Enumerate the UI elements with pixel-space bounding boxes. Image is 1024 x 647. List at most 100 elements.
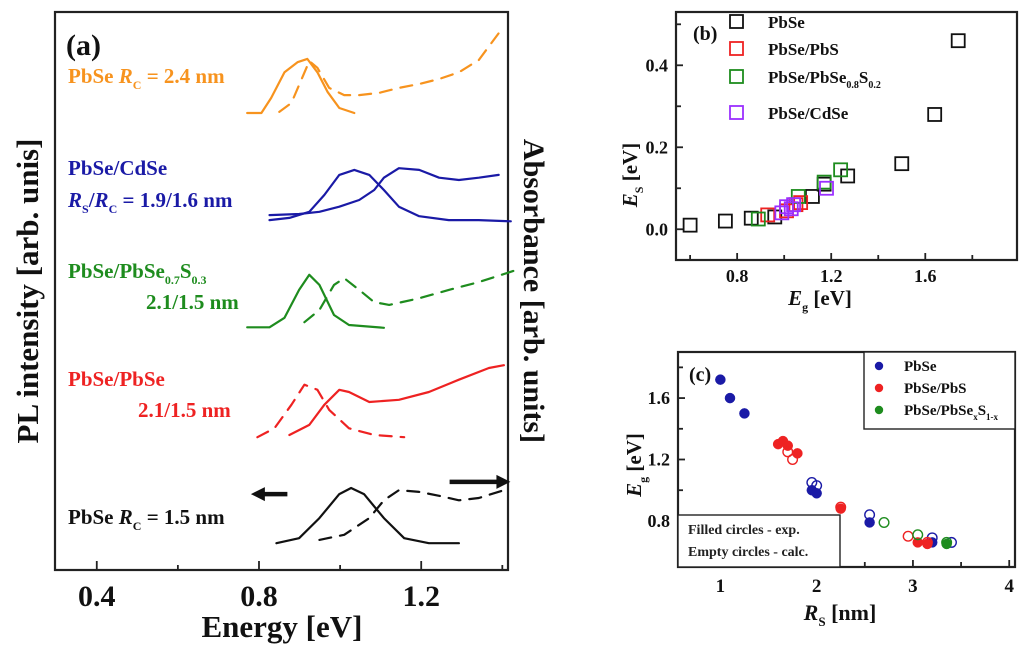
data-point-empty: [835, 501, 847, 513]
x-tick-label: 0.4: [78, 580, 116, 613]
trace-pbse-pbse-pl: [256, 383, 406, 439]
legend-label: PbSe/PbS: [904, 381, 967, 397]
panel-c-label: (c): [689, 364, 711, 386]
x-tick-label: 3: [908, 576, 918, 597]
series-pbse-cdse: [774, 180, 834, 221]
panel-a-pl-absorbance-spectra: 0.4 0.8 1.2 PbSe RC = 2.4 nmPbSe/CdSeRS/RC…: [10, 10, 550, 644]
data-point-filled: [811, 488, 822, 499]
trace-pbse-cdse-absorbance: [268, 167, 500, 217]
legend-label: PbSe: [768, 13, 805, 32]
legend-label-part: 1-x: [986, 412, 998, 422]
legend-entry: PbSe/PbSexS1-x: [874, 403, 999, 422]
data-point: [786, 197, 801, 213]
trace-pbse-rc-2-4-nm-absorbance: [278, 32, 500, 113]
x-tick-label: 4: [1004, 576, 1014, 597]
arrow-head: [250, 487, 265, 502]
data-point-empty: [787, 454, 799, 466]
data-point-empty: [878, 516, 890, 528]
panel-b-frame: [674, 10, 1019, 262]
legend-marker: [874, 405, 884, 415]
label-pbse-cdse-line-part: PbSe/CdSe: [68, 156, 167, 180]
label-pbse-pbse: PbSe/PbSe 2.1/1.5 nm: [68, 367, 231, 422]
label-pbse-1.5-line-part: PbSe: [68, 505, 119, 529]
panel-a-y-axis-label-left: PL intensity [arb. unis]: [10, 139, 45, 444]
panel-b-points: [682, 33, 966, 233]
note-box-frame: [677, 514, 841, 568]
trace-pbse-rc-1-5-nm-absorbance: [318, 489, 505, 541]
legend-label-part: S: [978, 403, 986, 419]
legend-entry: PbSe: [874, 359, 937, 375]
y-tick-label: 1.2: [648, 450, 671, 470]
data-point-filled: [739, 408, 750, 419]
legend-entry: PbSe/PbSe0.8S0.2: [729, 68, 881, 91]
x-tick-label: 0.8: [240, 580, 278, 613]
arrow-left-PL-axis: [250, 487, 288, 502]
panel-a-arrows: [250, 474, 511, 502]
panel-b-ticks: 0.8 1.2 1.6 0.0 0.2 0.4: [646, 23, 974, 286]
label-pbse-pbses-line-part: 0.3: [192, 273, 207, 287]
panel-c-eg-vs-rs: 1 2 3 4 0.8 1.2 1.6 Filled circles - exp. Empty…: [622, 350, 1017, 629]
legend-label-part: PbSe/CdSe: [768, 104, 849, 123]
label-pbse-cdse: PbSe/CdSe RS/RC = 1.9/1.6 nm: [67, 156, 233, 216]
note-line: Empty circles - calc.: [688, 545, 808, 560]
label-pbse-cdse-line-part: /: [88, 188, 96, 212]
legend-label-part: PbSe: [768, 13, 805, 32]
panel-b-es-vs-eg: 0.8 1.2 1.6 0.0 0.2 0.4 PbSe PbSe/PbS PbSe/PbSe…: [618, 10, 1019, 314]
legend-label-part: PbSe: [904, 359, 937, 375]
label-pbse-cdse-line-part: S: [82, 202, 89, 216]
y-tick-label: 1.6: [648, 388, 671, 408]
label-pbse-2.4-line-part: PbSe: [68, 64, 119, 88]
y-tick-label: 0.2: [646, 137, 669, 157]
legend-marker: [729, 14, 744, 29]
label-pbse-1.5-line: PbSe RC = 1.5 nm: [68, 505, 225, 533]
legend-entry: PbSe/PbS: [874, 381, 967, 397]
data-point-empty: [912, 529, 924, 541]
panel-a-label: (a): [66, 29, 101, 62]
label-pbse-2.4-line: PbSe RC = 2.4 nm: [68, 64, 225, 92]
label-pbse-1.5-line-part: R: [118, 505, 133, 529]
panel-b-x-axis-label: Eg [eV]: [787, 286, 852, 314]
panel-c-note-box: Filled circles - exp. Empty circles - cal…: [677, 514, 841, 568]
label-pbse-2.4-line-part: C: [133, 78, 142, 92]
legend-marker: [874, 383, 884, 393]
series-pbse-pbsexs1-x-calc: [878, 516, 953, 548]
label-pbse-1.5-line-part: C: [133, 519, 142, 533]
legend-label-part: PbSe/PbSe: [904, 403, 974, 419]
legend-label: PbSe/PbSexS1-x: [904, 403, 999, 422]
data-point-empty: [941, 536, 953, 548]
data-point: [760, 207, 776, 223]
data-point-empty: [902, 530, 914, 542]
label-pbse-2.4-line-part: = 2.4 nm: [141, 64, 225, 88]
label-pbse-pbses-line-part: PbSe/PbSe: [68, 259, 165, 283]
label-pbse-pbses: PbSe/PbSe0.7S0.3 2.1/1.5 nm: [68, 259, 239, 314]
label-pbse-1.5-line-part: = 1.5 nm: [141, 505, 225, 529]
data-point-empty: [782, 446, 794, 458]
legend-label: PbSe/PbSe0.8S0.2: [768, 68, 881, 91]
data-point: [894, 156, 910, 172]
label-pbse-pbses-line: 2.1/1.5 nm: [146, 290, 239, 314]
series-pbse: [682, 33, 966, 233]
data-point-empty: [921, 536, 933, 548]
y-tick-label: 0.4: [646, 55, 669, 75]
data-point: [750, 211, 766, 227]
label-pbse-cdse-line-part: R: [67, 188, 82, 212]
panel-b-label: (b): [693, 23, 717, 45]
legend-label: PbSe: [904, 359, 937, 375]
label-pbse-1.5: PbSe RC = 1.5 nm: [68, 505, 225, 533]
panel-a-y-axis-label-right: Absorbance [arb. units]: [517, 139, 550, 443]
data-point-filled: [715, 374, 726, 385]
legend-label-part: PbSe/PbS: [904, 381, 967, 397]
data-point-filled: [864, 517, 875, 528]
panel-c-x-axis-label: RS [nm]: [803, 600, 877, 629]
data-point: [682, 217, 698, 233]
trace-pbse-pbse-absorbance: [288, 364, 505, 437]
data-point: [833, 162, 849, 178]
panel-c-points: [715, 374, 957, 550]
panel-a-frame: [53, 10, 510, 572]
x-tick-label: 1: [716, 576, 726, 597]
label-pbse-cdse-line: RS/RC = 1.9/1.6 nm: [67, 188, 233, 216]
panel-c-y-axis-label: Eg [eV]: [622, 433, 650, 498]
series-pbse: [715, 374, 938, 548]
label-pbse-pbse-line: PbSe/PbSe: [68, 367, 165, 391]
